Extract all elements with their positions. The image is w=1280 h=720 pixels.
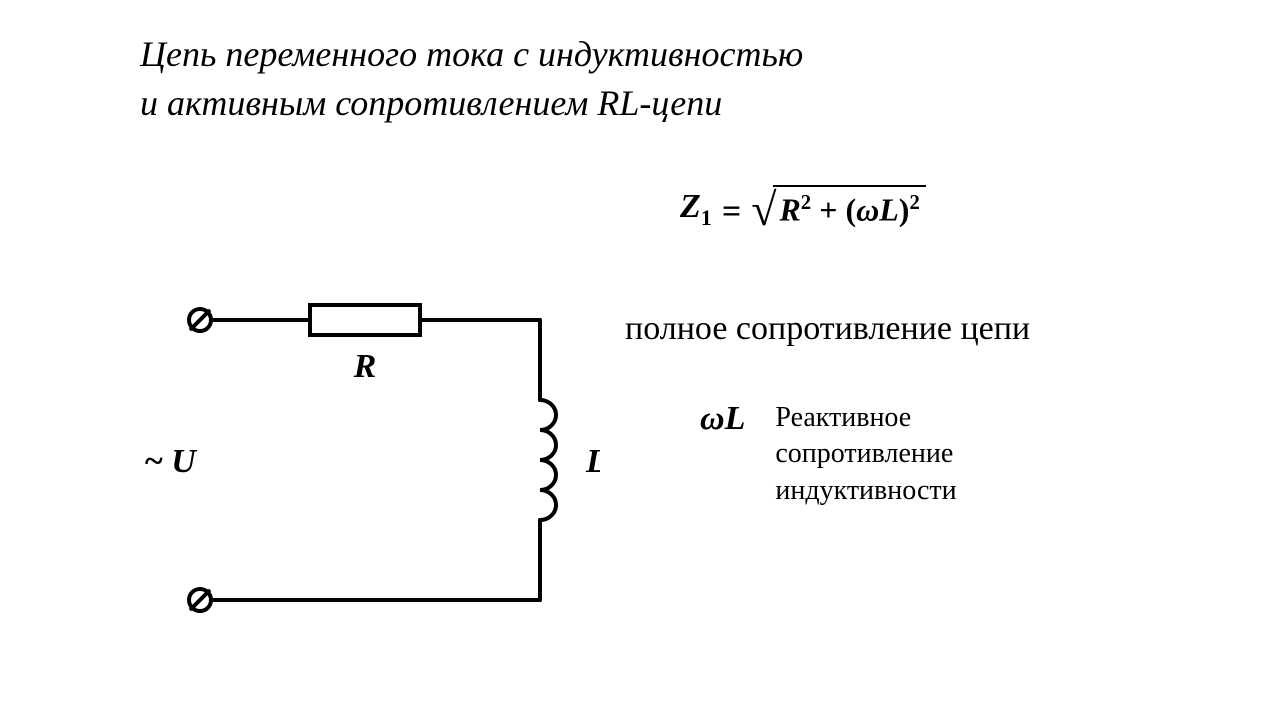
impedance-formula: Z1 = √ R2 + (ωL)2 [680, 185, 926, 231]
formula-plus: + ( [811, 192, 856, 228]
reactance-line-2: сопротивление [775, 438, 953, 469]
reactance-omega: ω [700, 400, 725, 437]
formula-L: L [879, 192, 899, 228]
formula-Z: Z [680, 188, 701, 225]
slide-title: Цепь переменного тока с индуктивностью и… [140, 30, 803, 127]
impedance-label: полное сопротивление цепи [625, 310, 1030, 348]
svg-text:~ U: ~ U [145, 443, 198, 480]
title-line-1: Цепь переменного тока с индуктивностью [140, 34, 803, 74]
reactance-L: L [725, 400, 746, 437]
formula-eq: = [722, 193, 741, 231]
formula-omega: ω [856, 192, 879, 228]
reactance-line-1: Реактивное [775, 402, 911, 433]
reactance-line-3: индуктивности [775, 475, 956, 506]
circuit-svg: R L ~ U [140, 280, 600, 650]
reactance-text: Реактивное сопротивление индуктивности [775, 400, 956, 509]
formula-close: ) [899, 192, 910, 228]
svg-text:L: L [585, 443, 600, 480]
formula-lhs: Z1 [680, 188, 712, 231]
sqrt-icon: √ R2 + (ωL)2 [751, 185, 926, 231]
title-line-2: и активным сопротивлением RL-цепи [140, 83, 722, 123]
reactance-group: ωL Реактивное сопротивление индуктивност… [700, 400, 957, 509]
formula-close-sup: 2 [909, 191, 919, 214]
formula-R: R [779, 192, 800, 228]
reactance-symbol: ωL [700, 400, 745, 438]
radical-sign-icon: √ [751, 187, 776, 233]
formula-R-sup: 2 [801, 191, 811, 214]
svg-text:R: R [353, 348, 377, 385]
formula-Z-sub: 1 [701, 205, 712, 230]
slide-root: Цепь переменного тока с индуктивностью и… [0, 0, 1280, 720]
rl-circuit-diagram: R L ~ U [140, 280, 600, 650]
sqrt-body: R2 + (ωL)2 [773, 185, 925, 231]
